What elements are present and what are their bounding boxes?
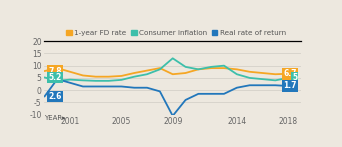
Text: 2.6: 2.6 (48, 92, 62, 101)
Text: 5.2: 5.2 (48, 73, 62, 82)
Text: 6.7: 6.7 (284, 69, 297, 78)
Text: 1.7: 1.7 (284, 81, 297, 91)
Text: 5: 5 (292, 73, 297, 82)
Text: YEAR▸: YEAR▸ (44, 115, 66, 121)
Text: 7.8: 7.8 (48, 67, 62, 76)
Legend: 1-year FD rate, Consumer inflation, Real rate of return: 1-year FD rate, Consumer inflation, Real… (66, 30, 286, 36)
